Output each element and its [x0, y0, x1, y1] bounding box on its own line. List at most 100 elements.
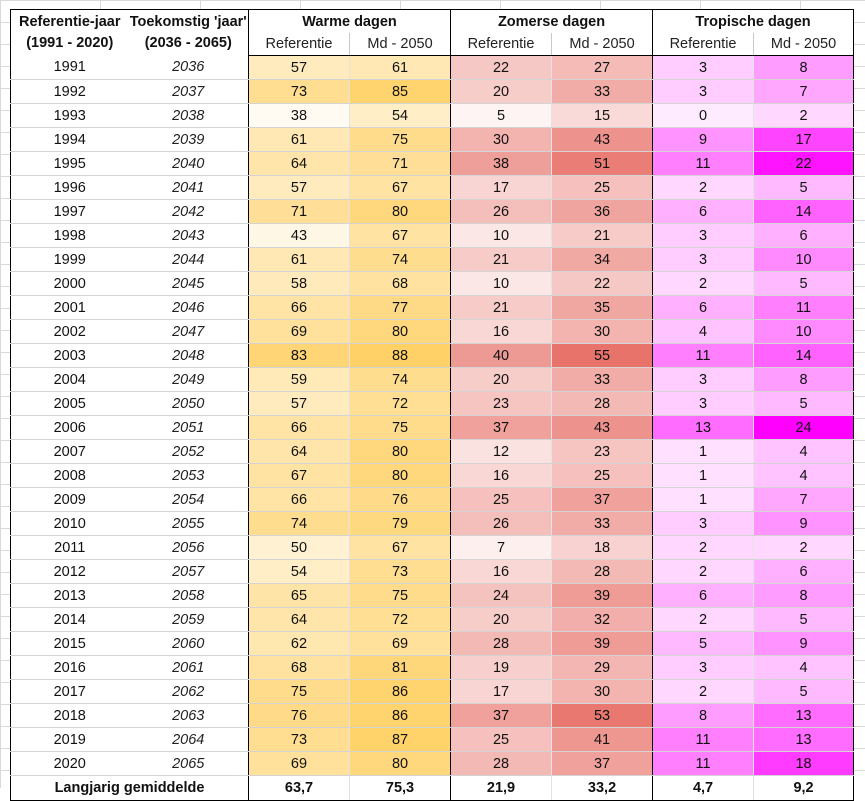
- sub-header-tropisch-md2050: Md - 2050: [753, 33, 854, 56]
- cell-tropisch-md2050: 11: [753, 295, 854, 320]
- cell-reference-year: 2005: [10, 391, 129, 416]
- cell-tropisch-md2050: 8: [753, 583, 854, 608]
- cell-tropisch-referentie: 13: [652, 415, 754, 440]
- climate-days-table: Referentie-jaar (1991 - 2020) Toekomstig…: [10, 9, 855, 801]
- cell-reference-year: 2009: [10, 487, 129, 512]
- cell-warm-referentie: 64: [248, 151, 350, 176]
- cell-tropisch-referentie: 11: [652, 751, 754, 776]
- cell-zomers-md2050: 37: [551, 487, 653, 512]
- cell-zomers-referentie: 37: [450, 703, 552, 728]
- cell-tropisch-md2050: 9: [753, 511, 854, 536]
- cell-warm-referentie: 61: [248, 247, 350, 272]
- cell-warm-referentie: 64: [248, 439, 350, 464]
- cell-warm-md2050: 75: [348, 127, 451, 152]
- cell-warm-md2050: 87: [348, 727, 451, 752]
- cell-zomers-referentie: 5: [450, 103, 552, 128]
- cell-warm-md2050: 80: [348, 319, 451, 344]
- cell-future-year: 2040: [128, 151, 249, 176]
- cell-tropisch-referentie: 1: [652, 487, 754, 512]
- cell-warm-referentie: 71: [248, 199, 350, 224]
- col-header-reference-year-line2: (1991 - 2020): [26, 34, 114, 51]
- table-row: 2006 2051 66 75 37 43 13 24: [10, 415, 854, 440]
- cell-zomers-md2050: 39: [551, 583, 653, 608]
- cell-tropisch-md2050: 10: [753, 319, 854, 344]
- cell-warm-referentie: 66: [248, 415, 350, 440]
- cell-zomers-referentie: 26: [450, 199, 552, 224]
- cell-zomers-md2050: 36: [551, 199, 653, 224]
- cell-tropisch-referentie: 1: [652, 439, 754, 464]
- cell-zomers-referentie: 26: [450, 511, 552, 536]
- cell-tropisch-md2050: 8: [753, 367, 854, 392]
- table-row: 2001 2046 66 77 21 35 6 11: [10, 295, 854, 320]
- cell-warm-md2050: 79: [348, 511, 451, 536]
- cell-zomers-referentie: 40: [450, 343, 552, 368]
- cell-tropisch-md2050: 14: [753, 343, 854, 368]
- cell-tropisch-referentie: 3: [652, 391, 754, 416]
- cell-tropisch-md2050: 14: [753, 199, 854, 224]
- cell-zomers-referentie: 17: [450, 175, 552, 200]
- group-header-tropische-dagen: Tropische dagen: [652, 9, 854, 33]
- cell-zomers-referentie: 10: [450, 223, 552, 248]
- cell-tropisch-md2050: 4: [753, 463, 854, 488]
- cell-reference-year: 2017: [10, 679, 129, 704]
- cell-tropisch-referentie: 3: [652, 79, 754, 104]
- cell-future-year: 2060: [128, 631, 249, 656]
- cell-tropisch-md2050: 22: [753, 151, 854, 176]
- cell-zomers-md2050: 43: [551, 127, 653, 152]
- cell-tropisch-md2050: 2: [753, 535, 854, 560]
- cell-warm-md2050: 86: [348, 679, 451, 704]
- cell-zomers-md2050: 33: [551, 367, 653, 392]
- cell-zomers-md2050: 27: [551, 55, 653, 80]
- cell-warm-referentie: 64: [248, 607, 350, 632]
- table-row: 2012 2057 54 73 16 28 2 6: [10, 559, 854, 584]
- cell-warm-md2050: 80: [348, 463, 451, 488]
- cell-tropisch-md2050: 4: [753, 655, 854, 680]
- cell-zomers-referentie: 21: [450, 295, 552, 320]
- cell-reference-year: 1992: [10, 79, 129, 104]
- col-header-future-year-line2: (2036 - 2065): [144, 34, 232, 51]
- cell-future-year: 2037: [128, 79, 249, 104]
- cell-tropisch-referentie: 4: [652, 319, 754, 344]
- cell-tropisch-md2050: 18: [753, 751, 854, 776]
- table-row: 2004 2049 59 74 20 33 3 8: [10, 367, 854, 392]
- cell-future-year: 2054: [128, 487, 249, 512]
- cell-tropisch-referentie: 6: [652, 583, 754, 608]
- cell-tropisch-referentie: 3: [652, 247, 754, 272]
- cell-future-year: 2042: [128, 199, 249, 224]
- cell-reference-year: 2020: [10, 751, 129, 776]
- group-header-warme-dagen: Warme dagen: [247, 9, 451, 33]
- cell-zomers-md2050: 32: [551, 607, 653, 632]
- cell-warm-md2050: 67: [348, 175, 451, 200]
- cell-zomers-referentie: 28: [450, 631, 552, 656]
- col-header-future-year: Toekomstig 'jaar' (2036 - 2065): [128, 9, 249, 56]
- col-header-reference-year-line1: Referentie-jaar: [18, 13, 121, 30]
- cell-zomers-referentie: 20: [450, 607, 552, 632]
- cell-warm-md2050: 74: [348, 367, 451, 392]
- cell-zomers-md2050: 25: [551, 175, 653, 200]
- table-row: 2009 2054 66 76 25 37 1 7: [10, 487, 854, 512]
- cell-warm-referentie: 69: [248, 751, 350, 776]
- cell-future-year: 2045: [128, 271, 249, 296]
- cell-zomers-md2050: 30: [551, 679, 653, 704]
- cell-zomers-md2050: 43: [551, 415, 653, 440]
- cell-tropisch-md2050: 6: [753, 223, 854, 248]
- cell-warm-referentie: 54: [248, 559, 350, 584]
- cell-zomers-referentie: 25: [450, 487, 552, 512]
- cell-tropisch-referentie: 3: [652, 55, 754, 80]
- cell-reference-year: 2010: [10, 511, 129, 536]
- cell-zomers-md2050: 23: [551, 439, 653, 464]
- cell-reference-year: 2019: [10, 727, 129, 752]
- cell-warm-md2050: 68: [348, 271, 451, 296]
- cell-zomers-md2050: 28: [551, 559, 653, 584]
- cell-tropisch-md2050: 13: [753, 703, 854, 728]
- cell-zomers-md2050: 29: [551, 655, 653, 680]
- cell-tropisch-md2050: 6: [753, 559, 854, 584]
- cell-zomers-md2050: 41: [551, 727, 653, 752]
- table-row: 1996 2041 57 67 17 25 2 5: [10, 175, 854, 200]
- cell-warm-referentie: 57: [248, 175, 350, 200]
- cell-zomers-referentie: 10: [450, 271, 552, 296]
- col-header-future-year-line1: Toekomstig 'jaar': [129, 13, 247, 30]
- table-row: 2015 2060 62 69 28 39 5 9: [10, 631, 854, 656]
- cell-tropisch-referentie: 11: [652, 343, 754, 368]
- cell-zomers-referentie: 22: [450, 55, 552, 80]
